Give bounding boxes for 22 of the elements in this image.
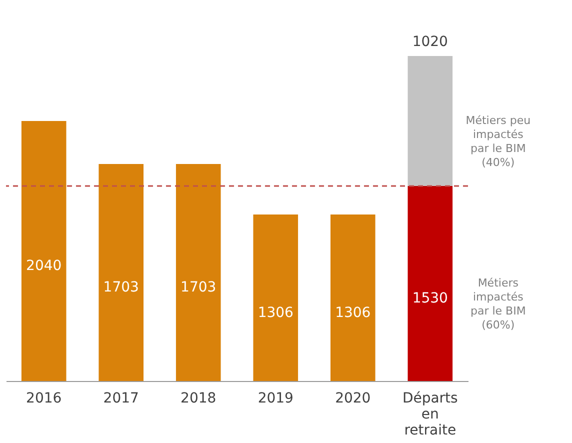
x-tick-label: 2019 (258, 390, 294, 406)
x-tick-label: 2016 (26, 390, 62, 406)
x-tick-label: 2017 (103, 390, 139, 406)
bar (408, 56, 453, 186)
bar (176, 164, 221, 381)
data-label: 1703 (103, 279, 139, 296)
bar (21, 121, 66, 381)
annotation: Métiers peu impactés par le BIM (40%) (466, 114, 531, 169)
bar (330, 214, 376, 381)
text: Métiers impactés par le BIM (60%) (470, 276, 526, 332)
data-label: 1306 (258, 304, 294, 321)
data-label: 1703 (180, 279, 216, 296)
data-label: 1306 (335, 304, 371, 321)
x-tick-label: 2020 (335, 390, 371, 406)
data-label: 2040 (26, 258, 62, 274)
bar (98, 164, 144, 381)
data-label: 1020 (412, 34, 448, 50)
bar (408, 186, 453, 381)
bar (253, 214, 298, 381)
data-label: 1530 (412, 290, 448, 306)
x-tick-label: Départs en retraite (402, 390, 458, 438)
x-tick-label: 2018 (180, 390, 216, 406)
